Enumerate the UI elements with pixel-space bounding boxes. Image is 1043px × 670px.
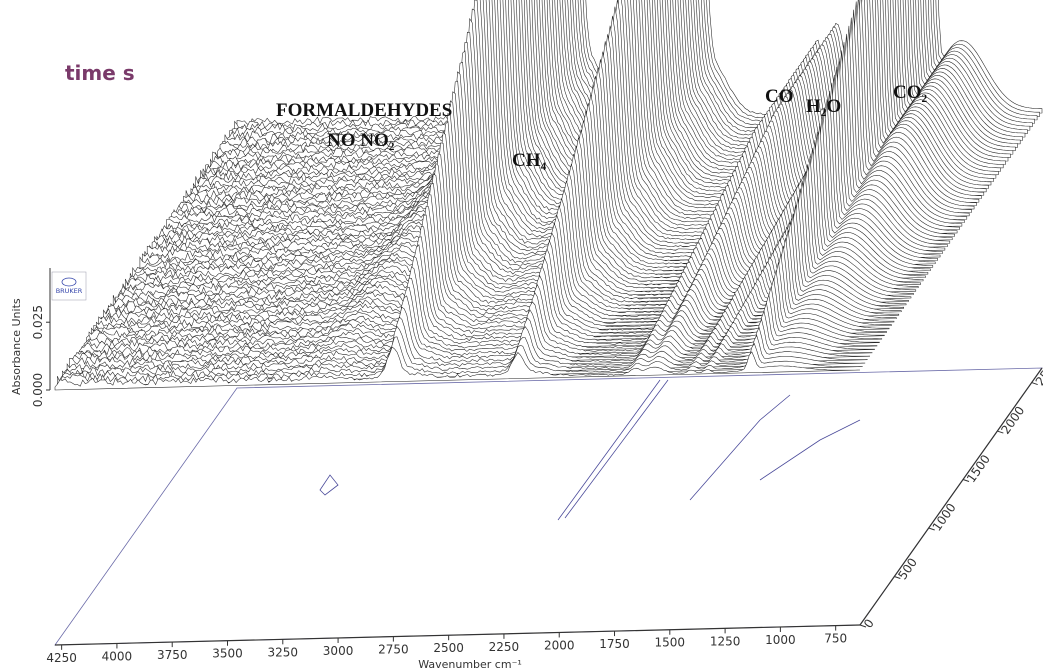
annotation: NO NO₂ <box>327 130 395 151</box>
floor-plane <box>54 367 1043 646</box>
z-tick-label: 2500 <box>1033 355 1043 388</box>
z-tick-label: 1500 <box>964 452 993 485</box>
annotation: CH₄ <box>512 150 547 171</box>
x-tick-label: 4000 <box>102 649 133 663</box>
x-tick-label: 2250 <box>489 640 520 654</box>
y-tick-label: 0.025 <box>31 305 45 339</box>
x-tick-label: 3750 <box>157 648 188 662</box>
waterfall <box>54 0 1043 391</box>
x-axis-label: Wavenumber cm⁻¹ <box>418 658 522 670</box>
annotation: FORMALDEHYDES <box>276 100 452 121</box>
z-tick-label: 2000 <box>998 404 1027 437</box>
z-tick <box>859 624 867 628</box>
x-tick-label: 2500 <box>433 641 464 655</box>
y-axis-label: Absorbance Units <box>10 298 23 395</box>
x-tick-label: 1750 <box>599 637 630 651</box>
x-tick-label: 750 <box>824 632 847 646</box>
x-tick-label: 3000 <box>323 644 354 658</box>
logo-icon <box>61 277 77 287</box>
z-tick <box>997 430 1004 434</box>
floor-contour <box>319 379 861 521</box>
x-tick-label: 1250 <box>710 634 741 648</box>
x-tick-label: 2000 <box>544 638 575 652</box>
x-tick-label: 3500 <box>212 647 243 661</box>
x-axis <box>54 624 861 646</box>
x-tick-label: 3250 <box>268 645 299 659</box>
time-label: time s <box>65 61 135 85</box>
x-tick-label: 4250 <box>46 651 77 665</box>
x-tick-label: 1000 <box>765 633 796 647</box>
z-axis <box>859 367 1043 626</box>
spectrum-trace <box>54 346 861 391</box>
z-tick <box>928 527 935 531</box>
y-tick-label: 0.000 <box>31 373 45 407</box>
x-tick-label: 1500 <box>655 636 686 650</box>
z-tick <box>962 479 970 483</box>
annotation: H₂O <box>806 96 841 117</box>
logo-text: BRUKER <box>56 287 83 295</box>
z-tick-label: 1000 <box>930 501 959 534</box>
annotation: CO₂ <box>893 82 928 103</box>
z-tick <box>1031 382 1038 386</box>
z-tick <box>894 576 901 579</box>
x-tick-label: 2750 <box>378 643 409 657</box>
annotation: CO <box>765 86 794 107</box>
z-tick-label: 0 <box>861 616 877 630</box>
